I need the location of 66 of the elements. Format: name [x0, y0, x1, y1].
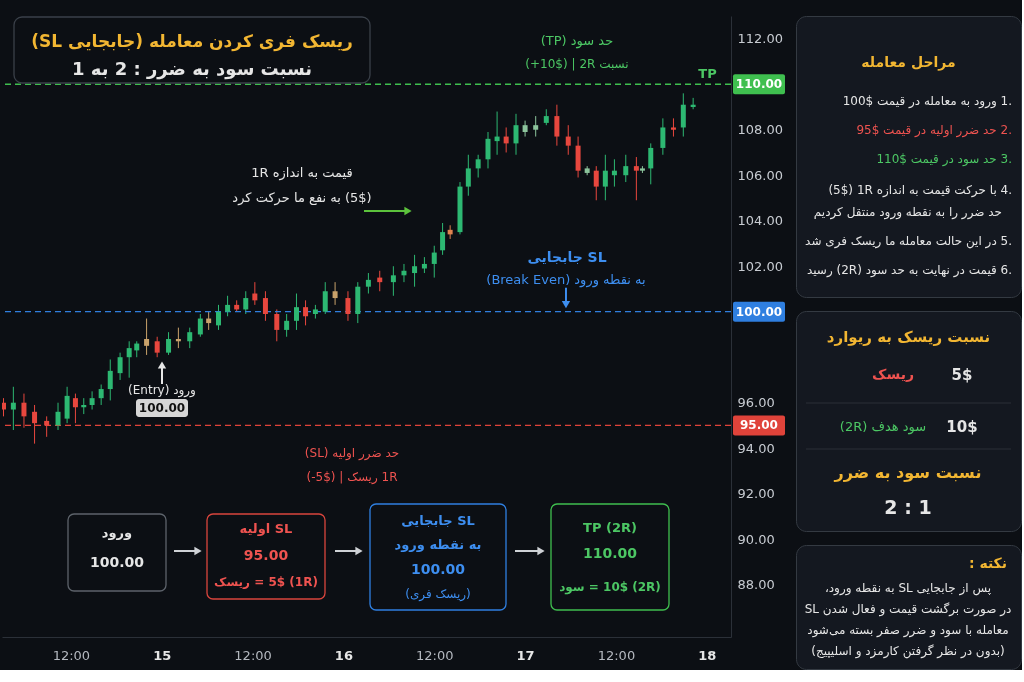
- text: 6. قیمت در نهایت به حد سود (2R) رسید: [806, 263, 1012, 278]
- annotation: ورود (Entry): [128, 383, 196, 398]
- text: 3. حد سود در قیمت 110$: [876, 152, 1012, 167]
- annotation: TP (2R): [583, 520, 637, 535]
- y-tick-label: 90.00: [737, 531, 775, 547]
- y-tick-label: 94.00: [737, 440, 775, 456]
- text: 4. با حرکت قیمت به اندازه 1R (5$): [828, 183, 1012, 198]
- text: مراحل معامله: [861, 54, 956, 71]
- text: نسبت سود به ضرر: [833, 463, 982, 482]
- annotation: 110.00: [582, 545, 638, 561]
- annotation: ریسک = 5$ (1R): [214, 575, 318, 589]
- x-tick-label: 17: [516, 647, 535, 663]
- annotation: (5$) به نفع ما حرکت کرد: [232, 190, 372, 206]
- x-tick-label: 12:00: [416, 647, 454, 663]
- annotation: حد سود (TP): [540, 33, 614, 49]
- x-tick-label: 16: [334, 647, 353, 663]
- text: نسبت ریسک به ریوارد: [826, 328, 991, 346]
- annotation: نسبت 2R | (+10$): [525, 57, 629, 71]
- text: 10$: [946, 418, 978, 436]
- annotation: سود = 10$ (2R): [559, 580, 661, 595]
- ref-line-label: 100.00: [735, 304, 783, 319]
- annotation: SL اولیه: [239, 521, 293, 536]
- ref-line-label: 95.00: [740, 418, 778, 433]
- annotation: 100.00: [410, 561, 466, 577]
- annotation: 95.00: [243, 547, 289, 563]
- y-tick-label: 102.00: [737, 258, 783, 274]
- text: نسبت سود به ضرر : 2 به 1: [71, 58, 313, 80]
- annotation: 100.00: [138, 401, 186, 415]
- text: پس از جابجایی SL به نقطه ورود،: [824, 581, 992, 596]
- annotation: (ریسک فری): [405, 587, 471, 602]
- text: 5. در این حالت معامله ما ریسک فری شد: [805, 234, 1012, 249]
- text: (بدون در نظر گرفتن کارمزد و اسلیپیج): [811, 644, 1005, 659]
- y-tick-label: 92.00: [737, 486, 775, 502]
- text: 2 : 1: [884, 496, 932, 518]
- annotation: ورود: [101, 525, 133, 540]
- y-tick-label: 96.00: [737, 395, 775, 411]
- annotation: به نقطه ورود: [394, 537, 482, 552]
- y-tick-label: 106.00: [737, 167, 783, 183]
- y-tick-label: 104.00: [737, 213, 783, 229]
- annotation: 1R ریسک | (-5$): [306, 470, 398, 485]
- text: ریسک: [872, 366, 914, 382]
- text: 5$: [951, 366, 973, 384]
- text: نکته :: [968, 555, 1007, 571]
- text: ریسک فری کردن معامله (جابجایی SL): [31, 31, 353, 52]
- y-tick-label: 108.00: [737, 122, 783, 138]
- annotation: جابجایی SL: [527, 249, 607, 265]
- annotation: قیمت به اندازه 1R: [251, 165, 353, 181]
- text: 2. حد ضرر اولیه در قیمت 95$: [856, 123, 1012, 138]
- text: معامله با سود و ضرر صفر بسته می‌شود: [807, 623, 1009, 638]
- annotation: جابجایی SL: [401, 513, 475, 528]
- text: 1. ورود به معامله در قیمت 100$: [842, 94, 1012, 109]
- y-tick-label: 88.00: [737, 577, 775, 593]
- text: حد ضرر را به نقطه ورود منتقل کردیم: [813, 205, 1002, 220]
- text: سود هدف (2R): [839, 419, 927, 435]
- ref-line-label: 110.00: [735, 77, 783, 92]
- x-tick-label: 12:00: [234, 647, 272, 663]
- annotation: حد ضرر اولیه (SL): [304, 446, 400, 461]
- text: در صورت برگشت قیمت و فعال شدن SL: [804, 602, 1012, 617]
- x-tick-label: 15: [153, 647, 172, 663]
- x-tick-label: 12:00: [52, 647, 91, 663]
- annotation: TP: [698, 66, 717, 82]
- x-tick-label: 12:00: [597, 647, 636, 663]
- annotation: 100.00: [89, 554, 145, 570]
- y-tick-label: 112.00: [737, 31, 783, 47]
- x-tick-label: 18: [698, 647, 717, 663]
- annotation: به نقطه ورود (Break Even): [486, 271, 646, 288]
